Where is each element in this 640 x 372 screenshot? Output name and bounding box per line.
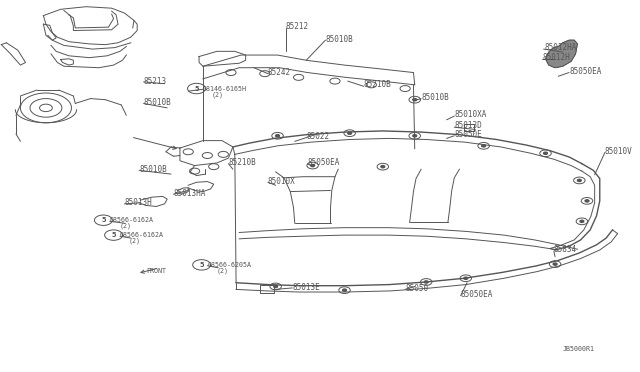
Text: 85013H: 85013H <box>124 198 152 207</box>
Circle shape <box>381 166 385 168</box>
Circle shape <box>577 179 581 182</box>
Text: (2): (2) <box>129 238 141 244</box>
Circle shape <box>424 281 428 283</box>
Text: 08146-6165H: 08146-6165H <box>203 86 247 92</box>
Text: 85013D: 85013D <box>454 121 482 130</box>
Text: 85050: 85050 <box>405 284 428 293</box>
Text: 85050EA: 85050EA <box>308 158 340 167</box>
Text: 85212: 85212 <box>286 22 309 31</box>
Text: 85010XA: 85010XA <box>454 110 486 119</box>
Text: 85010X: 85010X <box>268 177 296 186</box>
Text: 85010B: 85010B <box>139 165 167 174</box>
Text: 08566-6162A: 08566-6162A <box>120 232 164 238</box>
Text: 85010B: 85010B <box>325 35 353 44</box>
Text: 85013E: 85013E <box>292 283 320 292</box>
Text: (2): (2) <box>120 223 132 230</box>
Text: 5: 5 <box>195 86 199 92</box>
FancyBboxPatch shape <box>465 124 474 131</box>
Circle shape <box>348 132 351 134</box>
Text: 5: 5 <box>200 262 204 268</box>
Text: 85210B: 85210B <box>364 80 392 89</box>
Text: 85050E: 85050E <box>454 130 482 139</box>
Text: 85213: 85213 <box>143 77 166 86</box>
Text: 85010V: 85010V <box>605 147 632 156</box>
Text: 08566-6205A: 08566-6205A <box>207 262 252 268</box>
Text: 85010B: 85010B <box>143 98 172 107</box>
Text: 5: 5 <box>111 232 116 238</box>
Text: FRONT: FRONT <box>147 268 167 274</box>
Circle shape <box>543 152 547 154</box>
Circle shape <box>276 135 280 137</box>
Circle shape <box>482 145 486 147</box>
Text: 85050EA: 85050EA <box>569 67 602 76</box>
Text: 85012HA: 85012HA <box>544 43 577 52</box>
Text: 85012H: 85012H <box>542 53 570 62</box>
Text: 85050EA: 85050EA <box>461 290 493 299</box>
Circle shape <box>413 99 417 101</box>
Circle shape <box>464 277 468 279</box>
Circle shape <box>311 164 314 167</box>
Text: 85010B: 85010B <box>421 93 449 102</box>
Text: 85022: 85022 <box>307 132 330 141</box>
Circle shape <box>413 135 417 137</box>
Circle shape <box>585 200 589 202</box>
Text: (2): (2) <box>212 91 224 98</box>
Text: 85834: 85834 <box>554 246 577 254</box>
Text: JB5000R1: JB5000R1 <box>563 346 595 352</box>
Text: 5: 5 <box>101 217 106 223</box>
Text: (2): (2) <box>217 267 229 274</box>
Circle shape <box>580 220 584 222</box>
Circle shape <box>342 289 346 291</box>
Text: 85013HA: 85013HA <box>173 189 206 198</box>
FancyBboxPatch shape <box>260 285 275 293</box>
Text: 85242: 85242 <box>268 68 291 77</box>
Text: 08566-6162A: 08566-6162A <box>109 217 154 223</box>
Circle shape <box>553 263 557 265</box>
Polygon shape <box>545 40 577 68</box>
Text: 85210B: 85210B <box>228 158 256 167</box>
Circle shape <box>274 285 278 288</box>
